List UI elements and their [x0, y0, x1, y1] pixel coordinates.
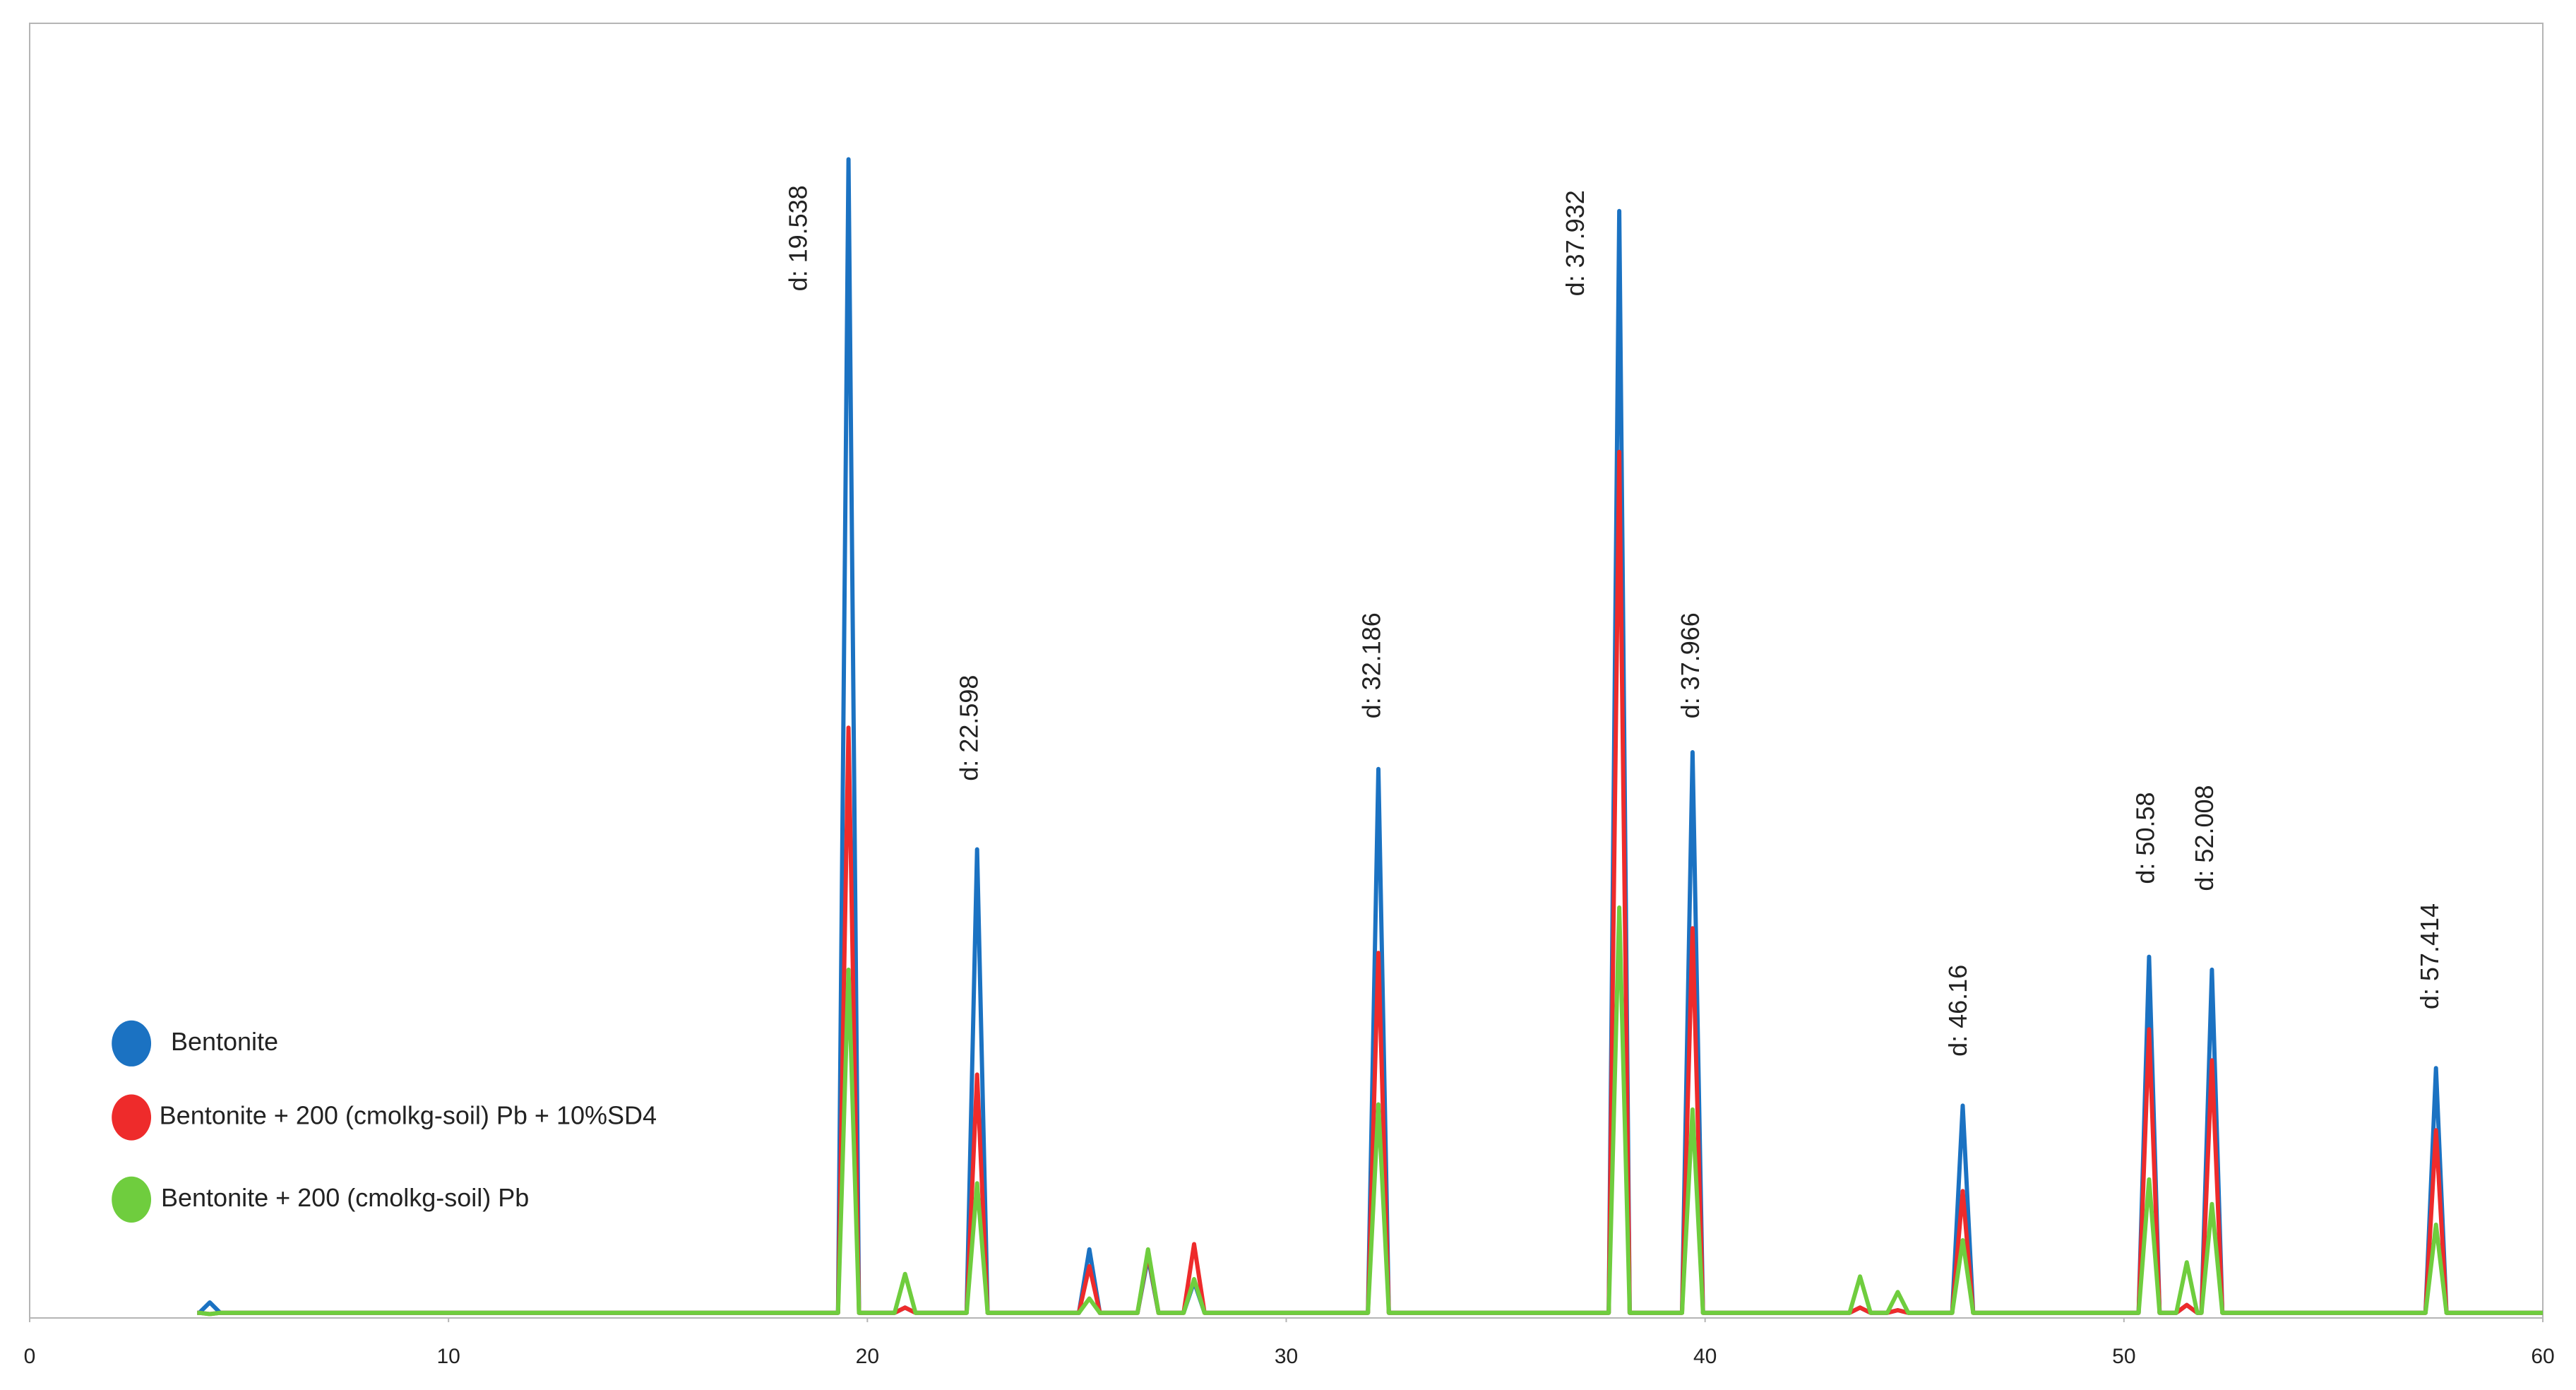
legend-label: Bentonite	[171, 1027, 278, 1056]
series-line	[197, 449, 2543, 1317]
peak-annotation: d: 32.186	[1356, 612, 1385, 718]
legend-marker	[112, 1176, 152, 1223]
x-tick-label: 30	[1275, 1345, 1298, 1368]
peak-annotation: d: 50.58	[2130, 792, 2159, 884]
legend-marker	[112, 1020, 152, 1067]
x-tick-label: 20	[856, 1345, 879, 1368]
peak-annotation: d: 19.538	[784, 185, 813, 291]
peak-annotation: d: 37.966	[1676, 612, 1705, 718]
x-tick-label: 40	[1693, 1345, 1717, 1368]
legend-label: Bentonite + 200 (cmolkg-soil) Pb	[161, 1183, 529, 1212]
peak-annotation: d: 57.414	[2415, 903, 2444, 1009]
x-tick-label: 60	[2531, 1345, 2554, 1368]
x-tick-label: 10	[436, 1345, 460, 1368]
legend-marker	[112, 1094, 152, 1141]
x-tick-label: 0	[24, 1345, 36, 1368]
peak-annotation: d: 46.16	[1943, 965, 1972, 1057]
legend-label: Bentonite + 200 (cmolkg-soil) Pb + 10%SD…	[160, 1101, 657, 1130]
peak-annotation: d: 52.008	[2190, 785, 2219, 891]
series-line	[197, 157, 2543, 1315]
x-tick-label: 50	[2112, 1345, 2135, 1368]
peak-annotation: d: 37.932	[1561, 190, 1590, 296]
peak-annotation: d: 22.598	[954, 675, 983, 781]
series-line	[197, 905, 2543, 1317]
